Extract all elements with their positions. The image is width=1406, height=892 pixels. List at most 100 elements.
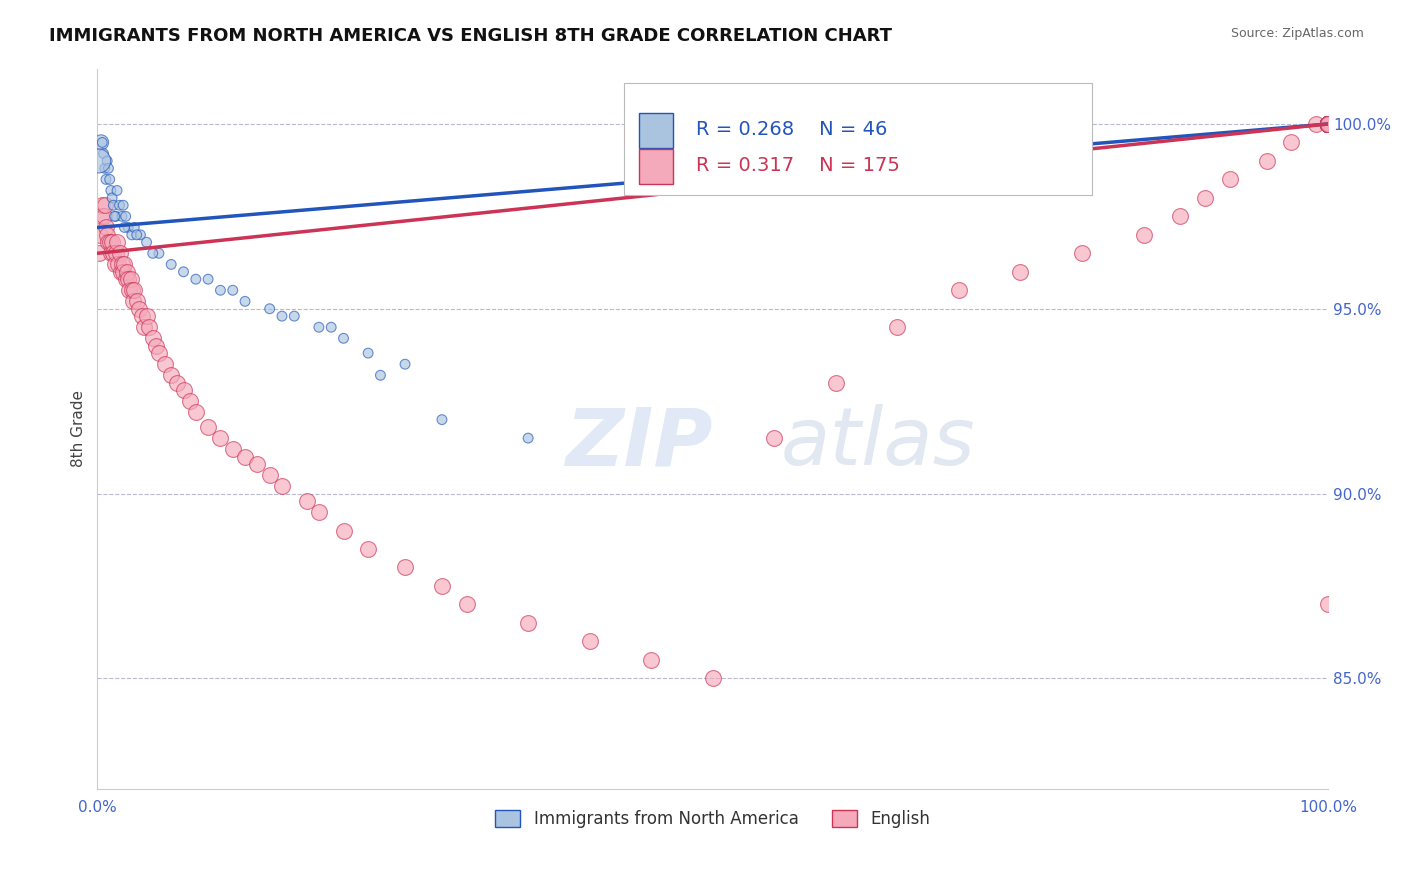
Point <box>87 153 110 168</box>
Point <box>124 283 146 297</box>
Point <box>1317 117 1340 131</box>
Point <box>763 431 786 445</box>
Point <box>1317 117 1340 131</box>
Point <box>640 653 662 667</box>
Point <box>1317 117 1340 131</box>
Point <box>111 257 134 271</box>
Point <box>1317 117 1340 131</box>
Point <box>89 227 111 242</box>
Point <box>1317 117 1340 131</box>
Point <box>1317 117 1340 131</box>
Point <box>142 331 165 345</box>
Point <box>197 272 219 286</box>
Point <box>1317 117 1340 131</box>
Point <box>1256 153 1278 168</box>
Point <box>145 339 167 353</box>
Point <box>173 383 195 397</box>
Point <box>1317 117 1340 131</box>
Point <box>184 405 207 419</box>
Point <box>1317 117 1340 131</box>
Point <box>1317 117 1340 131</box>
Point <box>111 210 134 224</box>
Point <box>101 235 124 250</box>
Point <box>1317 117 1340 131</box>
Point <box>1317 117 1340 131</box>
Point <box>121 283 143 297</box>
Point <box>96 153 118 168</box>
Text: IMMIGRANTS FROM NORTH AMERICA VS ENGLISH 8TH GRADE CORRELATION CHART: IMMIGRANTS FROM NORTH AMERICA VS ENGLISH… <box>49 27 893 45</box>
Point <box>1317 117 1340 131</box>
Point <box>120 272 142 286</box>
Point <box>233 450 256 464</box>
Point <box>1317 117 1340 131</box>
Point <box>87 246 110 260</box>
Point <box>1317 117 1340 131</box>
Point <box>93 210 115 224</box>
Point <box>91 136 114 150</box>
Point <box>1317 117 1340 131</box>
Point <box>1317 117 1340 131</box>
Point <box>578 634 600 648</box>
Point <box>1317 117 1340 131</box>
Point <box>886 320 908 334</box>
Point <box>1317 117 1340 131</box>
Point <box>1317 117 1340 131</box>
Point <box>1279 136 1302 150</box>
Point <box>112 198 135 212</box>
Point <box>105 184 128 198</box>
Point <box>209 431 232 445</box>
Point <box>456 598 478 612</box>
Point <box>1219 172 1241 186</box>
Point <box>93 161 115 176</box>
Point <box>1317 117 1340 131</box>
Point <box>357 541 380 556</box>
Point <box>1317 117 1340 131</box>
Point <box>1071 246 1094 260</box>
Point <box>1317 117 1340 131</box>
Point <box>179 394 201 409</box>
Point <box>394 560 416 574</box>
Point <box>166 376 188 390</box>
Point <box>1317 117 1340 131</box>
Point <box>1317 117 1340 131</box>
Point <box>1317 117 1340 131</box>
Point <box>1317 117 1340 131</box>
Point <box>148 346 170 360</box>
Point <box>430 412 453 426</box>
Point <box>1317 117 1340 131</box>
Point <box>103 210 125 224</box>
Point <box>107 257 129 271</box>
Bar <box>624 83 1092 194</box>
Point <box>1317 117 1340 131</box>
Point <box>295 494 318 508</box>
Point <box>1317 117 1340 131</box>
Point <box>1317 117 1340 131</box>
Point <box>357 346 380 360</box>
Point <box>173 265 195 279</box>
Point <box>97 235 120 250</box>
Text: ZIP: ZIP <box>565 404 713 483</box>
Point <box>1317 117 1340 131</box>
Point <box>114 210 136 224</box>
Point <box>90 210 112 224</box>
Point <box>134 320 156 334</box>
Point <box>824 376 846 390</box>
Point <box>1317 117 1340 131</box>
Point <box>124 220 146 235</box>
Point <box>115 265 138 279</box>
Point <box>1317 117 1340 131</box>
Point <box>91 198 114 212</box>
Point <box>125 294 148 309</box>
Point <box>100 246 122 260</box>
Point <box>394 357 416 371</box>
Point <box>1317 117 1340 131</box>
Point <box>1317 117 1340 131</box>
Point <box>1317 117 1340 131</box>
Point <box>517 615 540 630</box>
Point <box>233 294 256 309</box>
Point <box>283 309 305 323</box>
Point <box>1132 227 1154 242</box>
Point <box>259 468 281 483</box>
Point <box>1317 117 1340 131</box>
Point <box>1317 117 1340 131</box>
